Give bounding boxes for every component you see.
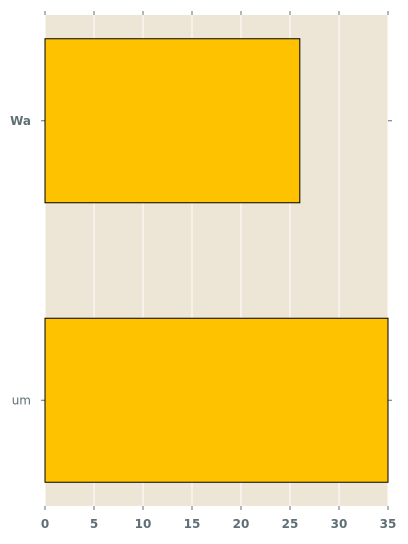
x-axis-tick-labels: 0 5 10 15 20 25 30 35 (41, 517, 397, 531)
x-tick-label: 20 (233, 517, 250, 531)
x-tick-label: 0 (41, 517, 49, 531)
y-tick-label: um (12, 393, 31, 407)
x-tick-label: 35 (380, 517, 397, 531)
x-tick-label: 15 (184, 517, 201, 531)
bar-wa (44, 38, 301, 204)
y-axis-tick-labels: Wa um (10, 114, 31, 408)
y-tick-label: Wa (10, 114, 31, 128)
bar-um (44, 317, 389, 483)
x-tick-label: 10 (135, 517, 152, 531)
x-tick-label: 30 (331, 517, 348, 531)
axis-ticks (41, 11, 392, 510)
x-tick-label: 5 (90, 517, 98, 531)
bars (44, 38, 389, 483)
x-tick-label: 25 (282, 517, 299, 531)
